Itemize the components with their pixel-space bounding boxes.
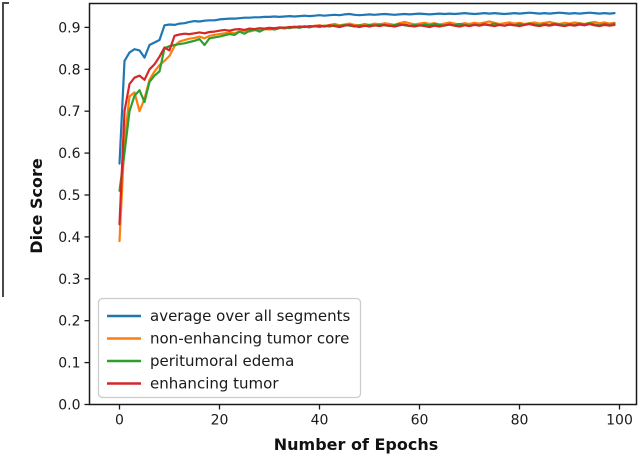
y-tick-label-0.0: 0.0 (58, 398, 80, 414)
y-axis-title: Dice Score (27, 158, 46, 254)
y-tick-label-0.4: 0.4 (58, 230, 80, 246)
y-tick-label-0.1: 0.1 (58, 356, 80, 372)
legend-label-non-enhancing-tumor-core: non-enhancing tumor core (150, 330, 349, 348)
series-line-enhancing-tumor (118, 22, 616, 226)
y-tick-label-0.7: 0.7 (58, 104, 80, 120)
x-tick-label-60: 60 (411, 413, 429, 429)
legend-label-enhancing-tumor: enhancing tumor (150, 375, 279, 393)
x-tick-label-80: 80 (511, 413, 529, 429)
y-tick-label-0.2: 0.2 (58, 314, 80, 330)
series-line-average-over-all-segments (118, 11, 616, 165)
y-tick-label-0.6: 0.6 (58, 146, 80, 162)
x-tick-label-20: 20 (211, 413, 229, 429)
x-tick-label-100: 100 (606, 413, 633, 429)
legend-box (97, 297, 362, 399)
y-tick-label-0.9: 0.9 (58, 20, 80, 36)
y-tick-label-0.8: 0.8 (58, 62, 80, 78)
cropped-neighbor-figure-edge (2, 2, 4, 297)
x-axis-title: Number of Epochs (274, 435, 439, 454)
y-tick-label-0.5: 0.5 (58, 188, 80, 204)
legend-label-average-over-all-segments: average over all segments (150, 307, 350, 325)
cropped-neighbor-figure-corner (2, 2, 9, 4)
y-tick-label-0.3: 0.3 (58, 272, 80, 288)
legend-label-peritumoral-edema: peritumoral edema (150, 352, 294, 370)
x-tick-label-40: 40 (311, 413, 329, 429)
x-tick-label-0: 0 (115, 413, 124, 429)
